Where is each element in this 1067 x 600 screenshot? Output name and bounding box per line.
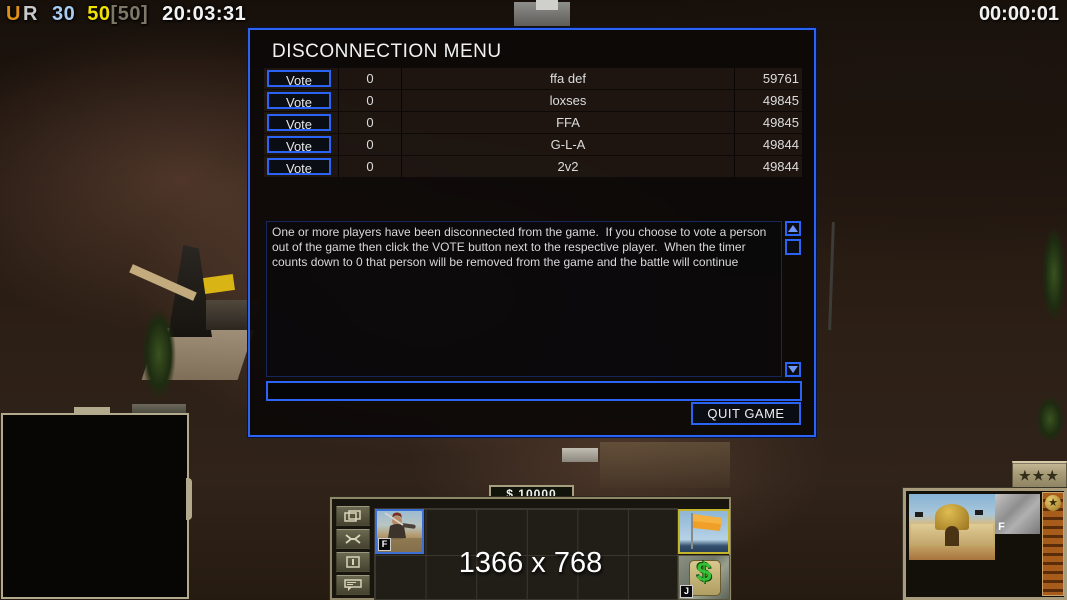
unit-selection-grid	[374, 508, 678, 600]
disconnect-timer: 49845	[734, 90, 802, 111]
table-row: Vote 0 FFA 49845	[264, 112, 802, 133]
portrait-hotkey-label: F	[998, 521, 1005, 533]
vote-cell: Vote	[264, 68, 339, 89]
player-name: G-L-A	[550, 137, 586, 152]
player-name: ffa def	[550, 71, 586, 86]
table-row: Vote 0 G-L-A 49844	[264, 134, 802, 155]
disconnect-timer: 49844	[734, 134, 802, 155]
player-name: loxses	[549, 93, 587, 108]
vote-button[interactable]: Vote	[267, 92, 331, 110]
stat-bracket: [50]	[110, 3, 149, 25]
vote-button[interactable]: Vote	[267, 114, 331, 132]
vote-button[interactable]: Vote	[267, 158, 331, 176]
veterancy-star-icon: ★	[1045, 495, 1061, 511]
chat-button[interactable]	[336, 575, 370, 595]
flag-pole	[828, 221, 835, 331]
vote-count: 0	[339, 112, 402, 133]
wrench-icon	[345, 534, 361, 544]
tree	[142, 308, 176, 400]
building-door	[945, 526, 959, 546]
flag-icon	[691, 513, 722, 549]
worker-unit-portrait[interactable]: F	[375, 509, 424, 554]
vote-count: 0	[339, 68, 402, 89]
repair-button[interactable]	[336, 529, 370, 549]
scroll-up-button[interactable]	[785, 221, 801, 236]
pause-icon	[346, 556, 360, 568]
supply-truck	[562, 448, 598, 462]
command-bar: F $ J 1366 x 768	[329, 496, 732, 600]
player-tag-u: U	[6, 3, 21, 25]
rank-stars-badge: ★★★	[1012, 461, 1067, 488]
pause-button[interactable]	[336, 552, 370, 572]
vote-cell: Vote	[264, 90, 339, 111]
disconnect-message: One or more players have been disconnect…	[266, 221, 782, 377]
stat-yellow: 50	[87, 3, 111, 25]
oil-derrick-equipment	[203, 273, 235, 295]
vote-table: Vote 0 ffa def 59761 Vote 0 loxses 49845…	[264, 68, 802, 178]
minimap[interactable]	[1, 413, 189, 599]
building-dome	[935, 504, 969, 530]
vote-button[interactable]: Vote	[267, 70, 331, 88]
building-flag	[915, 512, 923, 517]
building-portrait[interactable]	[909, 494, 995, 560]
chat-input[interactable]	[266, 381, 802, 401]
experience-ladder: ★	[1042, 492, 1064, 596]
tree	[1036, 396, 1064, 442]
triangle-down-icon	[788, 366, 798, 373]
vote-cell: Vote	[264, 112, 339, 133]
table-row: Vote 0 2v2 49844	[264, 156, 802, 177]
match-timer: 00:00:01	[978, 3, 1059, 25]
resolution-overlay: 1366 x 768	[458, 547, 603, 579]
player-name: 2v2	[557, 159, 579, 174]
minimap-tab	[74, 407, 110, 414]
supply-hotkey-label: J	[680, 585, 693, 598]
table-row: Vote 0 ffa def 59761	[264, 68, 802, 89]
table-row: Vote 0 loxses 49845	[264, 90, 802, 111]
scroll-thumb[interactable]	[785, 239, 801, 255]
vehicle-top-cab	[536, 0, 558, 10]
supply-money-slot[interactable]: $ J	[678, 555, 730, 600]
vote-button[interactable]: Vote	[267, 136, 331, 154]
triangle-up-icon	[788, 225, 798, 232]
vote-count: 0	[339, 134, 402, 155]
vote-cell: Vote	[264, 134, 339, 155]
disconnect-timer: 49845	[734, 112, 802, 133]
supply-tag	[689, 560, 721, 596]
speech-bubble-icon	[344, 578, 362, 591]
scroll-down-button[interactable]	[785, 362, 801, 377]
options-menu-button[interactable]	[336, 506, 370, 526]
player-tag-r: R	[22, 3, 38, 25]
garrison-portrait[interactable]: F	[995, 494, 1040, 534]
hud-clock: 20:03:31	[162, 3, 247, 25]
stat-blue: 30	[51, 3, 76, 25]
unit-hotkey-label: F	[378, 538, 391, 551]
vote-count: 0	[339, 156, 402, 177]
structure-debris	[600, 442, 730, 488]
flag-rally-slot[interactable]	[678, 509, 730, 554]
vote-cell: Vote	[264, 156, 339, 177]
disconnect-timer: 59761	[734, 68, 802, 89]
tree	[1042, 226, 1066, 322]
disconnect-timer: 49844	[734, 156, 802, 177]
cascade-windows-icon	[344, 510, 361, 522]
minimap-tab	[132, 404, 186, 414]
disconnection-menu-dialog: DISCONNECTION MENU Vote 0 ffa def 59761 …	[247, 27, 817, 438]
vote-count: 0	[339, 90, 402, 111]
dollar-icon: $	[696, 557, 712, 587]
minimap-handle[interactable]	[186, 478, 192, 520]
player-name: FFA	[556, 115, 580, 130]
dialog-title: DISCONNECTION MENU	[272, 41, 502, 62]
message-scrollbar[interactable]	[784, 221, 802, 377]
quit-game-button[interactable]: QUIT GAME	[691, 402, 801, 425]
building-flag	[975, 510, 983, 515]
